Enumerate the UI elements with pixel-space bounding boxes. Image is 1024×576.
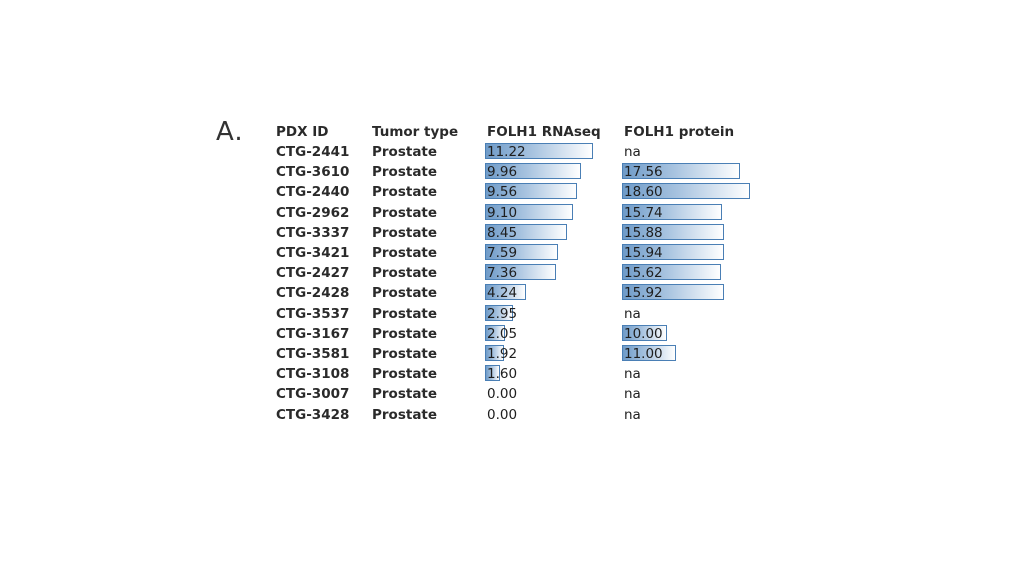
rnaseq-value: 9.96 [487, 164, 518, 180]
rnaseq-value: 7.59 [487, 245, 518, 261]
protein-value: na [624, 366, 641, 382]
header-pdx-id: PDX ID [276, 124, 329, 140]
rnaseq-value: 9.10 [487, 205, 518, 221]
rnaseq-bar [485, 264, 556, 280]
rnaseq-bar [485, 325, 505, 341]
rnaseq-bar [485, 365, 500, 381]
rnaseq-value: 4.24 [487, 285, 518, 301]
protein-value: 10.00 [624, 326, 663, 342]
rnaseq-bar [485, 163, 581, 179]
protein-value: 15.92 [624, 285, 663, 301]
rnaseq-bar [485, 143, 593, 159]
protein-value: 15.62 [624, 265, 663, 281]
rnaseq-bar [485, 183, 577, 199]
tumor-type-cell: Prostate [372, 326, 438, 342]
pdx-id-cell: CTG-2440 [276, 184, 350, 200]
rnaseq-bar [485, 284, 526, 300]
pdx-id-cell: CTG-3167 [276, 326, 350, 342]
pdx-id-cell: CTG-3337 [276, 225, 350, 241]
pdx-id-cell: CTG-3537 [276, 306, 350, 322]
header-folh1-rnaseq: FOLH1 RNAseq [487, 124, 601, 140]
tumor-type-cell: Prostate [372, 306, 438, 322]
rnaseq-value: 2.05 [487, 326, 518, 342]
protein-value: na [624, 386, 641, 402]
tumor-type-cell: Prostate [372, 245, 438, 261]
tumor-type-cell: Prostate [372, 205, 438, 221]
pdx-id-cell: CTG-3007 [276, 386, 350, 402]
protein-bar [622, 224, 724, 240]
protein-value: na [624, 407, 641, 423]
protein-bar [622, 204, 722, 220]
protein-value: na [624, 306, 641, 322]
rnaseq-value: 8.45 [487, 225, 518, 241]
tumor-type-cell: Prostate [372, 366, 438, 382]
tumor-type-cell: Prostate [372, 285, 438, 301]
pdx-id-cell: CTG-2962 [276, 205, 350, 221]
tumor-type-cell: Prostate [372, 164, 438, 180]
header-tumor-type: Tumor type [372, 124, 459, 140]
rnaseq-value: 2.95 [487, 306, 518, 322]
tumor-type-cell: Prostate [372, 265, 438, 281]
tumor-type-cell: Prostate [372, 407, 438, 423]
pdx-id-cell: CTG-3610 [276, 164, 350, 180]
rnaseq-bar [485, 204, 573, 220]
protein-bar [622, 284, 724, 300]
protein-bar [622, 183, 750, 199]
rnaseq-bar [485, 345, 504, 361]
pdx-id-cell: CTG-2427 [276, 265, 350, 281]
rnaseq-value: 7.36 [487, 265, 518, 281]
rnaseq-value: 0.00 [487, 407, 518, 423]
protein-value: 17.56 [624, 164, 663, 180]
tumor-type-cell: Prostate [372, 386, 438, 402]
rnaseq-value: 1.60 [487, 366, 518, 382]
rnaseq-value: 0.00 [487, 386, 518, 402]
protein-bar [622, 264, 721, 280]
rnaseq-bar [485, 224, 567, 240]
panel-label: A. [216, 117, 244, 147]
protein-value: na [624, 144, 641, 160]
rnaseq-bar [485, 305, 513, 321]
protein-bar [622, 345, 676, 361]
protein-value: 18.60 [624, 184, 663, 200]
rnaseq-bar [485, 244, 558, 260]
rnaseq-value: 9.56 [487, 184, 518, 200]
protein-value: 11.00 [624, 346, 663, 362]
tumor-type-cell: Prostate [372, 225, 438, 241]
pdx-id-cell: CTG-3581 [276, 346, 350, 362]
header-folh1-protein: FOLH1 protein [624, 124, 735, 140]
rnaseq-value: 11.22 [487, 144, 526, 160]
protein-bar [622, 163, 740, 179]
pdx-id-cell: CTG-2428 [276, 285, 350, 301]
pdx-id-cell: CTG-3428 [276, 407, 350, 423]
protein-bar [622, 325, 667, 341]
tumor-type-cell: Prostate [372, 144, 438, 160]
protein-value: 15.94 [624, 245, 663, 261]
pdx-id-cell: CTG-3108 [276, 366, 350, 382]
tumor-type-cell: Prostate [372, 184, 438, 200]
protein-bar [622, 244, 724, 260]
protein-value: 15.88 [624, 225, 663, 241]
tumor-type-cell: Prostate [372, 346, 438, 362]
protein-value: 15.74 [624, 205, 663, 221]
pdx-id-cell: CTG-2441 [276, 144, 350, 160]
rnaseq-value: 1.92 [487, 346, 518, 362]
pdx-id-cell: CTG-3421 [276, 245, 350, 261]
